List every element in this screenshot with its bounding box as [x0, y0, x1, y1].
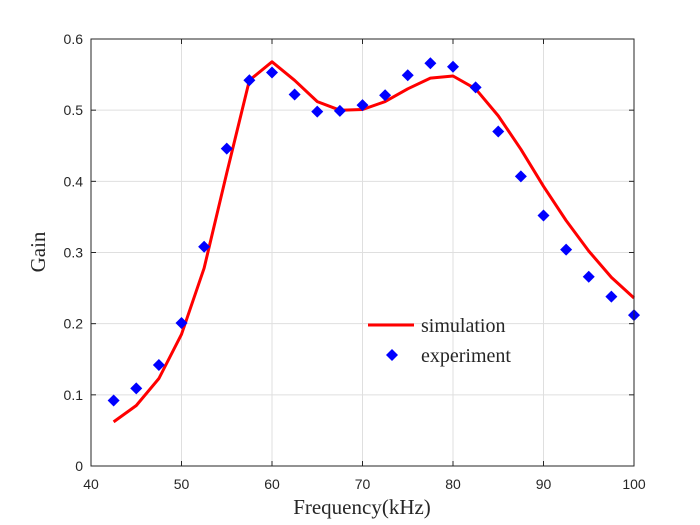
x-tick-label: 50 — [174, 476, 190, 492]
experiment-point — [152, 358, 165, 371]
y-tick-label: 0.4 — [64, 173, 84, 189]
x-tick-label: 70 — [355, 476, 371, 492]
experiment-point — [424, 57, 437, 70]
y-tick-label: 0.5 — [64, 102, 84, 118]
experiment-point — [560, 243, 573, 256]
experiment-point — [107, 394, 120, 407]
y-tick-label: 0 — [75, 458, 83, 474]
legend-swatch-experiment — [386, 349, 398, 361]
y-tick-label: 0.1 — [64, 387, 84, 403]
simulation-line — [112, 60, 636, 424]
experiment-point — [356, 99, 369, 112]
y-tick-label: 0.3 — [64, 245, 84, 261]
x-tick-label: 100 — [622, 476, 646, 492]
legend-label-simulation: simulation — [421, 315, 505, 337]
x-axis-label: Frequency(kHz) — [293, 495, 431, 519]
experiment-point — [175, 316, 188, 329]
experiment-point — [130, 382, 143, 395]
x-tick-label: 60 — [264, 476, 280, 492]
experiment-point — [243, 74, 256, 87]
experiment-point — [288, 88, 301, 101]
x-tick-label: 90 — [536, 476, 552, 492]
y-axis-label: Gain — [26, 231, 50, 272]
experiment-point — [333, 104, 346, 117]
experiment-point — [266, 66, 278, 79]
experiment-point — [514, 170, 527, 183]
experiment-point — [537, 209, 550, 222]
experiment-point — [401, 69, 414, 82]
experiment-point — [198, 240, 211, 253]
experiment-point — [605, 290, 618, 303]
x-tick-label: 80 — [445, 476, 461, 492]
y-tick-label: 0.2 — [64, 316, 84, 332]
experiment-point — [447, 60, 459, 73]
experiment-point — [311, 105, 324, 118]
experiment-point — [379, 89, 392, 102]
experiment-point — [469, 81, 482, 94]
ticks: 40 50 60 70 80 90 100 0 0.1 0.2 0.3 0.4 0.5 0.6 — [64, 31, 646, 492]
experiment-point — [582, 270, 595, 283]
y-tick-label: 0.6 — [64, 31, 84, 47]
legend-label-experiment: experiment — [421, 345, 511, 367]
experiment-point — [492, 125, 505, 138]
x-tick-label: 40 — [83, 476, 99, 492]
experiment-point — [220, 142, 233, 155]
series-layer — [107, 57, 640, 424]
legend: simulation experiment — [368, 315, 511, 367]
